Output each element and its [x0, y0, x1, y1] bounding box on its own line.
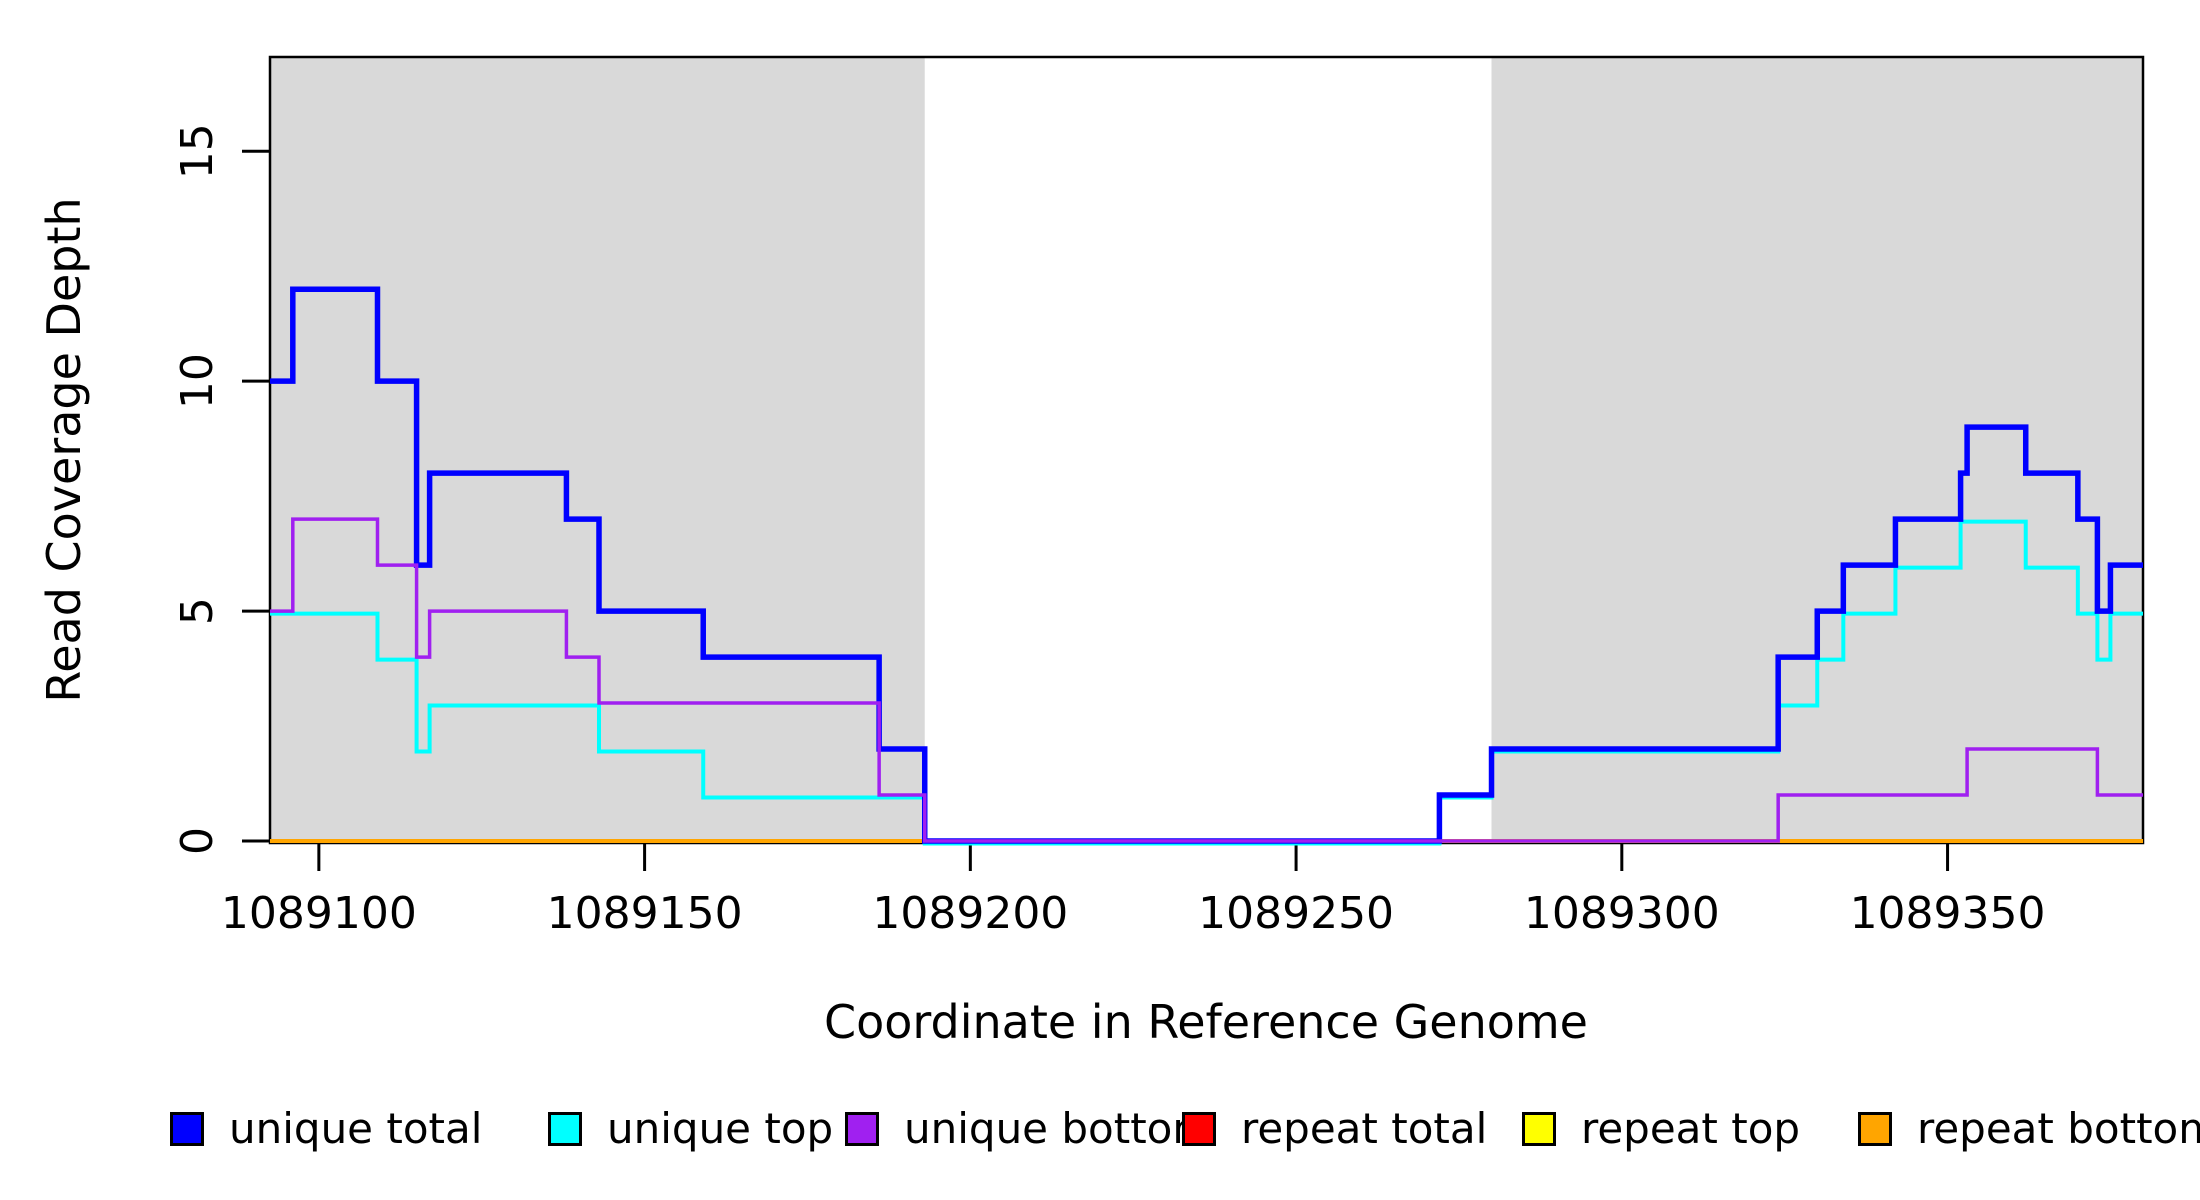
- legend-swatch-repeat-top: [1522, 1112, 1556, 1146]
- legend-label: repeat bottom: [1917, 1104, 2200, 1153]
- x-tick-label: 1089350: [1850, 888, 2046, 939]
- series-unique-total: [270, 286, 2143, 844]
- y-tick-label: 5: [172, 597, 223, 625]
- legend-label: unique bottom: [904, 1104, 1214, 1153]
- legend: unique total unique top unique bottom repea…: [0, 1108, 2200, 1168]
- series-unique-bottom: [270, 517, 2143, 843]
- legend-label: repeat total: [1241, 1104, 1488, 1153]
- x-tick-label: 1089100: [221, 888, 417, 939]
- shaded-region-2: [1491, 57, 2143, 843]
- legend-item-unique-top: unique top: [548, 1108, 833, 1150]
- y-tick-label: 15: [172, 123, 223, 179]
- x-axis-title: Coordinate in Reference Genome: [824, 995, 1588, 1049]
- legend-item-repeat-total: repeat total: [1182, 1108, 1487, 1150]
- legend-item-unique-bottom: unique bottom: [845, 1108, 1213, 1150]
- axis-ticks: [242, 149, 1950, 871]
- legend-swatch-repeat-total: [1182, 1112, 1216, 1146]
- y-axis-title: Read Coverage Depth: [37, 197, 91, 702]
- x-tick-label: 1089250: [1198, 888, 1394, 939]
- y-tick-label: 0: [172, 827, 223, 855]
- legend-item-unique-total: unique total: [170, 1108, 482, 1150]
- legend-label: unique top: [607, 1104, 834, 1153]
- x-tick-label: 1089150: [547, 888, 743, 939]
- y-tick-label: 10: [172, 353, 223, 409]
- legend-swatch-unique-bottom: [845, 1112, 879, 1146]
- x-tick-label: 1089300: [1524, 888, 1720, 939]
- legend-swatch-repeat-bottom: [1858, 1112, 1892, 1146]
- legend-label: unique total: [229, 1104, 483, 1153]
- axis-tick-labels: 1089100 1089150 1089200 1089250 1089300 10893…: [172, 123, 2046, 939]
- coverage-lines: [270, 286, 2143, 846]
- x-tick-label: 1089200: [872, 888, 1068, 939]
- legend-swatch-unique-total: [170, 1112, 204, 1146]
- shaded-regions: [270, 57, 2143, 843]
- legend-swatch-unique-top: [548, 1112, 582, 1146]
- legend-label: repeat top: [1581, 1104, 1801, 1153]
- legend-item-repeat-top: repeat top: [1522, 1108, 1800, 1150]
- legend-item-repeat-bottom: repeat bottom: [1858, 1108, 2200, 1150]
